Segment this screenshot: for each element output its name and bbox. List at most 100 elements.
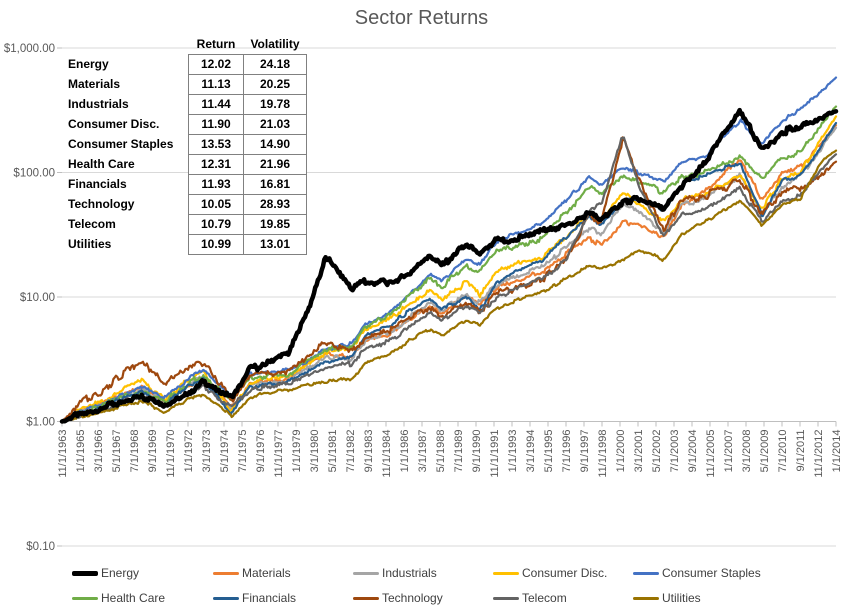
volatility-value: 28.93: [243, 194, 307, 215]
x-axis-label: 9/1/1983: [363, 430, 375, 473]
return-value: 11.93: [188, 174, 244, 195]
return-value: 10.99: [188, 234, 244, 255]
legend-label: Telecom: [522, 591, 567, 605]
return-value: 12.31: [188, 154, 244, 175]
legend-line-icon: [72, 596, 98, 600]
x-axis-label: 1/1/1979: [291, 430, 303, 473]
volatility-value: 20.25: [243, 74, 307, 95]
legend-line-icon: [213, 596, 239, 600]
return-value: 10.79: [188, 214, 244, 235]
x-axis-label: 5/1/1981: [327, 430, 339, 473]
legend-label: Health Care: [101, 591, 166, 605]
legend-item-health-care[interactable]: Health Care: [72, 591, 165, 605]
sector-label: Health Care: [68, 157, 135, 171]
x-axis-label: 7/1/2003: [669, 430, 681, 473]
legend-label: Materials: [242, 566, 291, 580]
x-axis-label: 9/1/2004: [687, 430, 699, 473]
legend: Energy Materials Industrials Consumer Di…: [0, 560, 843, 610]
legend-item-energy[interactable]: Energy: [72, 566, 139, 580]
legend-item-telecom[interactable]: Telecom: [493, 591, 567, 605]
return-value: 11.13: [188, 74, 244, 95]
sector-label: Financials: [68, 177, 127, 191]
sector-label: Technology: [68, 197, 135, 211]
legend-line-icon: [493, 596, 519, 600]
x-axis-label: 1/1/2000: [615, 430, 627, 473]
x-axis-label: 9/1/1976: [255, 430, 267, 473]
legend-item-utilities[interactable]: Utilities: [633, 591, 701, 605]
x-axis-label: 5/1/1974: [219, 430, 231, 473]
x-axis-label: 1/1/1993: [507, 430, 519, 473]
x-axis-label: 11/1/2012: [813, 430, 825, 478]
x-axis-label: 1/1/1972: [183, 430, 195, 473]
series-line-financials[interactable]: [60, 121, 838, 423]
x-axis-label: 3/1/1966: [93, 430, 105, 473]
sector-label: Industrials: [68, 97, 129, 111]
legend-item-industrials[interactable]: Industrials: [353, 566, 437, 580]
return-value: 11.90: [188, 114, 244, 135]
x-axis-label: 3/1/1973: [201, 430, 213, 473]
sector-label: Energy: [68, 57, 109, 71]
return-value: 10.05: [188, 194, 244, 215]
y-axis-label: $1,000.00: [4, 43, 55, 55]
table-row: Energy 12.02 24.18: [65, 54, 307, 75]
series-line-health-care[interactable]: [60, 105, 838, 423]
legend-label: Utilities: [662, 591, 701, 605]
x-axis-label: 1/1/2007: [723, 430, 735, 473]
x-axis-label: 5/1/2002: [651, 430, 663, 473]
series-line-consumer-staples[interactable]: [60, 76, 838, 423]
legend-label: Technology: [382, 591, 443, 605]
x-axis-label: 11/1/1963: [57, 430, 69, 478]
y-axis-label: $100.00: [13, 168, 55, 180]
x-axis-label: 11/1/1991: [489, 430, 501, 478]
volatility-value: 13.01: [243, 234, 307, 255]
return-value: 12.02: [188, 54, 244, 75]
legend-line-icon: [633, 596, 659, 600]
x-axis-label: 1/1/2014: [831, 430, 843, 473]
return-value: 11.44: [188, 94, 244, 115]
table-row: Telecom 10.79 19.85: [65, 214, 307, 235]
legend-line-icon: [353, 571, 379, 575]
table-row: Technology 10.05 28.93: [65, 194, 307, 215]
legend-line-icon: [493, 571, 519, 575]
legend-label: Consumer Staples: [662, 566, 761, 580]
x-axis-label: 1/1/1965: [75, 430, 87, 473]
returns-volatility-table: Return Volatility Energy 12.02 24.18 Mater…: [65, 35, 307, 255]
x-axis-label: 3/1/1980: [309, 430, 321, 473]
legend-item-financials[interactable]: Financials: [213, 591, 296, 605]
legend-item-consumer-staples[interactable]: Consumer Staples: [633, 566, 761, 580]
x-axis-label: 9/1/1990: [471, 430, 483, 473]
volatility-value: 19.78: [243, 94, 307, 115]
legend-label: Financials: [242, 591, 297, 605]
x-axis-label: 7/1/1982: [345, 430, 357, 473]
x-axis-label: 3/1/1987: [417, 430, 429, 473]
x-axis-label: 7/1/2010: [777, 430, 789, 473]
volatility-value: 21.96: [243, 154, 307, 175]
series-line-utilities[interactable]: [60, 149, 838, 423]
volatility-value: 24.18: [243, 54, 307, 75]
volatility-value: 16.81: [243, 174, 307, 195]
return-value: 13.53: [188, 134, 244, 155]
legend-label: Energy: [101, 566, 140, 580]
x-axis-label: 5/1/1988: [435, 430, 447, 473]
x-axis-label: 5/1/1967: [111, 430, 123, 473]
y-axis-label: $0.10: [26, 541, 55, 553]
legend-item-technology[interactable]: Technology: [353, 591, 443, 605]
chart-title: Sector Returns: [354, 7, 489, 29]
sector-label: Materials: [68, 77, 121, 91]
x-axis-label: 9/1/1997: [579, 430, 591, 473]
table-row: Utilities 10.99 13.01: [65, 234, 307, 255]
legend-item-materials[interactable]: Materials: [213, 566, 291, 580]
x-axis-label: 3/1/2001: [633, 430, 645, 473]
x-axis-label: 1/1/1986: [399, 430, 411, 473]
series-line-energy[interactable]: [59, 107, 839, 424]
x-axis-label: 3/1/1994: [525, 430, 537, 473]
series-line-technology[interactable]: [60, 136, 838, 423]
legend-label: Consumer Disc.: [522, 566, 608, 580]
x-axis-label: 9/1/1969: [147, 430, 159, 473]
legend-item-consumer-disc[interactable]: Consumer Disc.: [493, 566, 607, 580]
x-axis-label: 7/1/1968: [129, 430, 141, 473]
legend-line-icon: [353, 596, 379, 600]
legend-label: Industrials: [382, 566, 437, 580]
volatility-value: 19.85: [243, 214, 307, 235]
